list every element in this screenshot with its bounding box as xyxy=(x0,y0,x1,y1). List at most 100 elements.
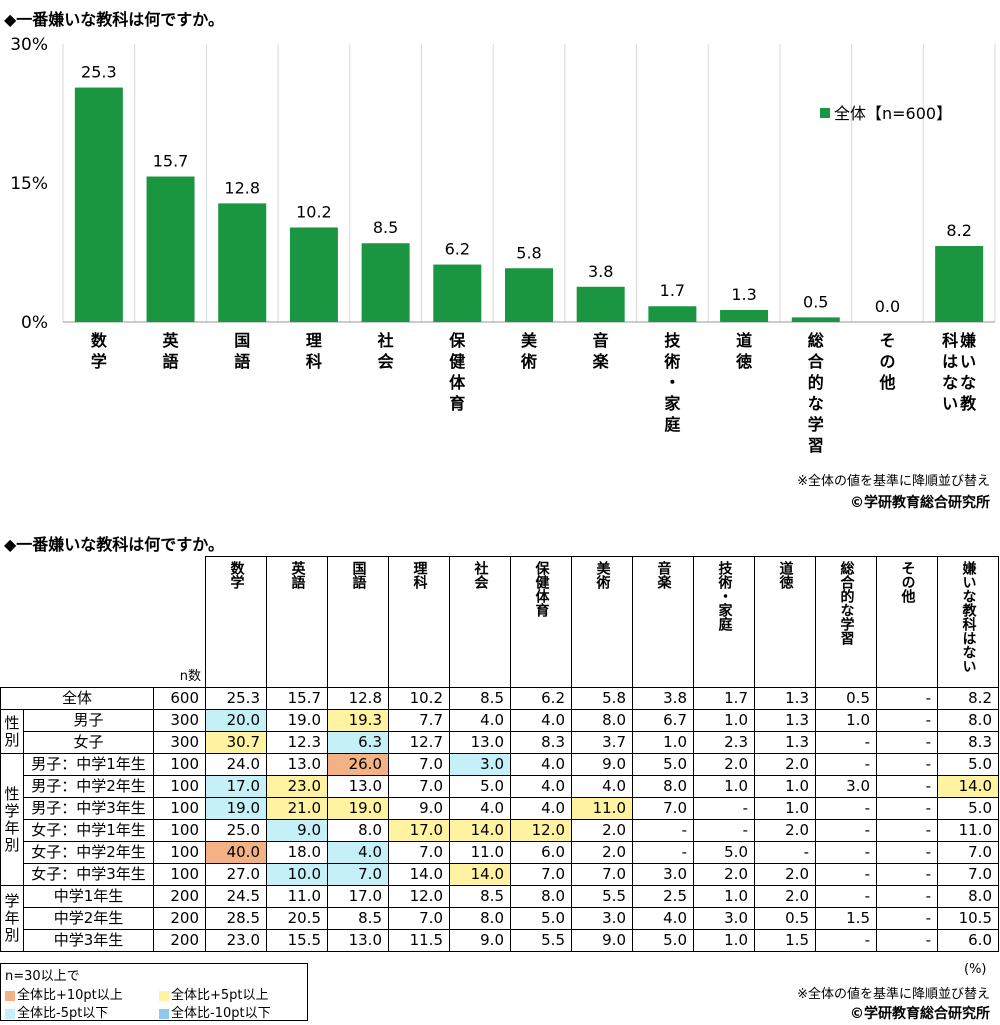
table-cell: 8.0 xyxy=(327,819,389,842)
legend-label-hi5: 全体比+5pt以上 xyxy=(171,988,269,1003)
legend-item-lo5: 全体比-5pt以下 xyxy=(5,1002,108,1021)
category-char: 習 xyxy=(808,436,824,455)
row-label: 男子：中学2年生 xyxy=(23,775,154,798)
column-header: 国語 xyxy=(327,556,389,688)
table-cell: 1.0 xyxy=(632,731,694,754)
n-value: 200 xyxy=(153,907,206,930)
legend-item-hi10: 全体比+10pt以上 xyxy=(5,984,123,1003)
table-cell: 7.0 xyxy=(937,863,999,886)
table-cell: - xyxy=(754,841,816,864)
column-header: 数学 xyxy=(205,556,267,688)
table-cell: 24.0 xyxy=(205,753,267,776)
column-header-text: 嫌いな教科はない xyxy=(960,561,977,673)
data-label: 6.2 xyxy=(445,240,470,259)
legend-title: n=30以上で xyxy=(5,969,80,984)
group-label-char: 別 xyxy=(4,835,20,854)
table-cell: 0.5 xyxy=(815,687,877,710)
bar xyxy=(146,176,195,322)
table-cell: 4.0 xyxy=(510,797,572,820)
table-cell: - xyxy=(815,797,877,820)
n-value: 300 xyxy=(153,709,206,732)
row-label: 女子：中学1年生 xyxy=(23,819,154,842)
table-cell: 8.0 xyxy=(632,775,694,798)
table-row: 女子：中学2年生 100 40.0 18.0 4.0 7.0 11.0 6.0 2.0-5.0-… xyxy=(1,841,999,864)
table-cell: - xyxy=(693,819,755,842)
table-cell: 9.0 xyxy=(449,929,511,952)
table-cell: 2.3 xyxy=(693,731,755,754)
bar xyxy=(218,203,267,322)
table-row: 女子：中学3年生 100 27.0 10.0 7.0 14.0 14.0 7.0 7.0 3.0 2… xyxy=(1,863,999,886)
table-cell: 2.0 xyxy=(571,819,633,842)
table-cell: - xyxy=(815,885,877,908)
group-label-char: 別 xyxy=(4,926,20,944)
table-cell: 12.0 xyxy=(388,885,450,908)
column-header-text: その他 xyxy=(899,561,916,603)
bar xyxy=(289,227,338,322)
y-tick-label: 0% xyxy=(21,313,48,333)
table-cell: 4.0 xyxy=(632,907,694,930)
group-label-char: 別 xyxy=(4,730,20,749)
table-cell: 2.0 xyxy=(571,841,633,864)
n-header: n数 xyxy=(153,556,206,688)
category-char: 技 xyxy=(664,331,681,350)
table-cell: 18.0 xyxy=(266,841,328,864)
table-cell: 1.7 xyxy=(693,687,755,710)
table-cell: 8.0 xyxy=(571,709,633,732)
table-cell: - xyxy=(632,819,694,842)
table-cell: 20.5 xyxy=(266,907,328,930)
data-label: 0.5 xyxy=(803,292,828,311)
n-value: 100 xyxy=(153,775,206,798)
category-char: 語 xyxy=(163,352,179,371)
bar xyxy=(791,317,840,322)
crosstab-table: n数 数学 英語 国語 理科 社会 保健体育 美術 音楽 技術・家庭 道徳 総合的な学習 その他 嫌いな教… xyxy=(0,556,999,952)
category-char: な xyxy=(808,394,824,413)
n-value: 100 xyxy=(153,819,206,842)
category-char: 術 xyxy=(520,352,537,371)
table-cell: - xyxy=(876,753,938,776)
table-cell: 23.0 xyxy=(205,929,267,952)
table-cell: 21.0 xyxy=(266,797,328,820)
table-cell: 1.5 xyxy=(815,907,877,930)
category-char: 他 xyxy=(878,373,895,392)
table-cell: 13.0 xyxy=(266,753,328,776)
chart-title: ◆一番嫌いな教科は何ですか。 xyxy=(4,10,224,29)
category-char: 学 xyxy=(91,352,107,371)
table-cell: 7.0 xyxy=(571,863,633,886)
category-char: 語 xyxy=(234,352,250,371)
table-row: 中学3年生 200 23.0 15.5 13.0 11.5 9.0 5.5 9.0 5.0 1.0 1… xyxy=(1,929,999,952)
data-label: 5.8 xyxy=(516,243,541,262)
category-char: 会 xyxy=(378,352,394,371)
table-cell: 6.0 xyxy=(510,841,572,864)
table-cell: - xyxy=(876,841,938,864)
table-cell: 7.0 xyxy=(632,797,694,820)
table-cell: 4.0 xyxy=(449,709,511,732)
n-value: 200 xyxy=(153,885,206,908)
table-cell: 7.0 xyxy=(510,863,572,886)
table-cell: 1.0 xyxy=(693,709,755,732)
percent-unit: (%) xyxy=(964,962,987,977)
table-cell: 23.0 xyxy=(266,775,328,798)
table-cell: - xyxy=(815,753,877,776)
table-cell: 17.0 xyxy=(205,775,267,798)
table-cell: 9.0 xyxy=(266,819,328,842)
table-cell: 4.0 xyxy=(571,775,633,798)
data-label: 8.5 xyxy=(373,218,398,237)
table-cell: 8.5 xyxy=(449,885,511,908)
data-label: 8.2 xyxy=(946,221,971,240)
table-row: 女子：中学1年生 100 25.0 9.0 8.0 17.0 14.0 12.0 2.0- -2.… xyxy=(1,819,999,842)
table-cell: 3.0 xyxy=(571,907,633,930)
table-cell: 1.0 xyxy=(693,929,755,952)
table-cell: 30.7 xyxy=(205,731,267,754)
column-header: その他 xyxy=(876,556,938,688)
table-cell: 8.0 xyxy=(510,885,572,908)
legend-label: 全体【n=600】 xyxy=(834,104,952,123)
category-char: い xyxy=(960,352,976,371)
data-label: 10.2 xyxy=(296,202,332,221)
table-cell: 2.0 xyxy=(754,885,816,908)
table-cell: 14.0 xyxy=(449,819,511,842)
data-label: 15.7 xyxy=(153,152,189,171)
category-char: 保 xyxy=(448,331,466,350)
table-cell: 5.0 xyxy=(510,907,572,930)
table-cell: 6.7 xyxy=(632,709,694,732)
table-cell: 6.3 xyxy=(327,731,389,754)
